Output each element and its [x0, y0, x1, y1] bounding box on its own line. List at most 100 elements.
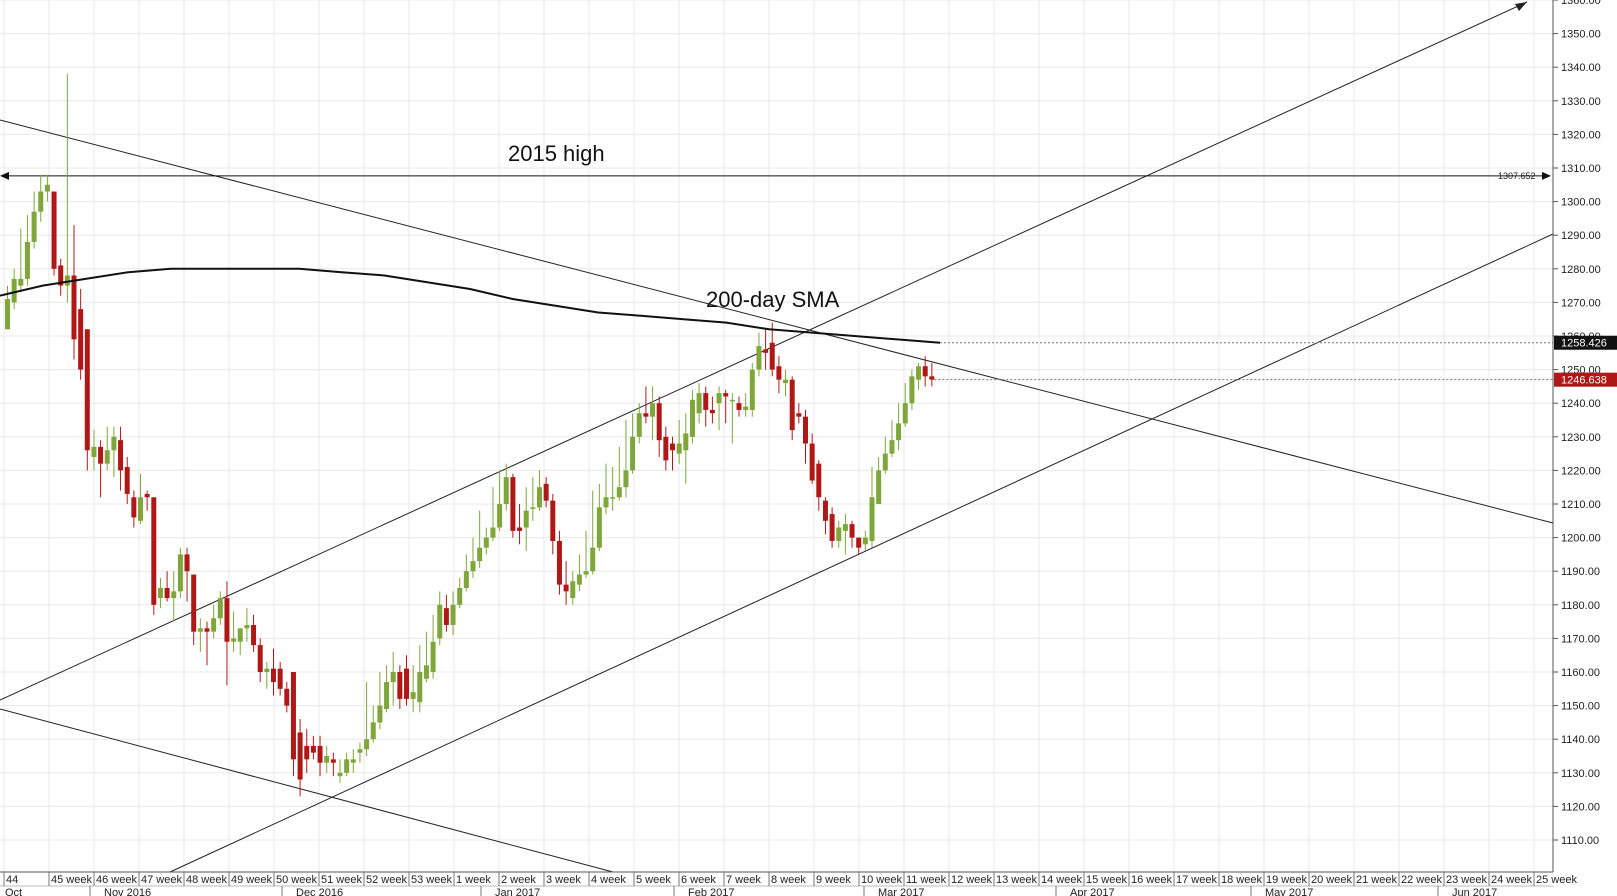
- candle: [477, 510, 483, 568]
- candle-body: [783, 379, 789, 384]
- candle: [98, 440, 104, 498]
- week-label: 21 week: [1356, 874, 1397, 886]
- candle: [670, 436, 675, 471]
- 2015-high-level-line: 1307.652: [0, 171, 1551, 181]
- candle: [696, 383, 702, 424]
- candle: [537, 470, 542, 511]
- arrow-left-icon: [0, 171, 9, 180]
- week-label: 18 week: [1221, 874, 1262, 886]
- candle-body: [517, 527, 523, 531]
- week-label: 12 week: [951, 874, 992, 886]
- candle: [723, 389, 729, 424]
- candle: [277, 661, 283, 696]
- price-value-badge: [1554, 372, 1617, 387]
- candle: [822, 497, 828, 535]
- candle: [58, 258, 64, 296]
- candle: [570, 571, 576, 605]
- candle: [317, 735, 323, 777]
- week-label: 8 week: [771, 874, 806, 886]
- month-label: Jun 2017: [1452, 887, 1497, 896]
- candle-body: [204, 628, 210, 632]
- candle-body: [284, 688, 290, 706]
- sma-value-label: 1258.426: [1561, 338, 1607, 350]
- candle: [716, 386, 722, 431]
- candle-body: [138, 497, 143, 521]
- candle-body: [397, 672, 403, 699]
- candle-body: [862, 537, 868, 545]
- y-tick-label: 1130.00: [1561, 768, 1600, 780]
- candle: [543, 477, 549, 508]
- candle: [144, 490, 150, 511]
- candle: [882, 436, 888, 474]
- candle-body: [916, 366, 922, 380]
- candle: [503, 463, 509, 511]
- candle: [364, 682, 370, 756]
- y-tick-label: 1290.00: [1561, 230, 1601, 242]
- candle-body: [556, 540, 562, 585]
- candle-body: [231, 638, 237, 642]
- candle-body: [257, 645, 263, 672]
- week-label: 2 week: [501, 874, 536, 886]
- week-label: 44: [6, 874, 18, 886]
- candle-body: [769, 342, 775, 370]
- candle-body: [450, 604, 456, 625]
- candle: [803, 409, 808, 464]
- week-label: 50 week: [276, 874, 317, 886]
- y-tick-label: 1310.00: [1561, 163, 1601, 175]
- candle-body: [703, 393, 709, 410]
- candle: [683, 413, 689, 484]
- candle: [131, 490, 137, 528]
- candle-body: [417, 672, 423, 703]
- candle: [789, 376, 795, 441]
- candle: [350, 749, 356, 773]
- month-label: Nov 2016: [104, 887, 151, 896]
- arrow-right-icon: [1542, 171, 1551, 180]
- week-label: 52 week: [366, 874, 407, 886]
- candle: [470, 537, 476, 578]
- y-tick-label: 1340.00: [1561, 62, 1601, 74]
- time-axis: 44 45 week 46 week 47 week 48 week 49 week 50 …: [0, 871, 1577, 896]
- candle-body: [171, 591, 177, 599]
- candle: [204, 621, 210, 666]
- sma-value-badge: [1554, 335, 1617, 350]
- candle: [463, 554, 469, 592]
- week-label: 15 week: [1086, 874, 1127, 886]
- candle-body: [683, 433, 689, 451]
- candle: [177, 547, 183, 599]
- candle: [889, 420, 895, 457]
- y-tick-label: 1270.00: [1561, 297, 1601, 309]
- candle-body: [350, 759, 356, 763]
- candle: [184, 547, 190, 602]
- candle: [264, 661, 270, 689]
- candle-body: [31, 211, 37, 242]
- candle-body: [304, 745, 310, 760]
- candle-body: [849, 524, 855, 538]
- candle: [842, 514, 848, 555]
- gridlines: [0, 0, 1553, 872]
- annotation-200-day-sma: 200-day SMA: [706, 287, 840, 312]
- candle: [809, 433, 815, 484]
- week-label: 46 week: [96, 874, 137, 886]
- lower-rising-channel-line: [169, 233, 1554, 873]
- candle-body: [310, 745, 316, 753]
- candle-body: [822, 500, 828, 521]
- week-label: 16 week: [1131, 874, 1172, 886]
- candle: [51, 191, 57, 276]
- candle-body: [550, 500, 556, 541]
- candle: [816, 460, 822, 511]
- candle-body: [251, 624, 257, 646]
- candle: [849, 520, 855, 548]
- candle-body: [24, 241, 30, 279]
- week-label: 45 week: [51, 874, 92, 886]
- candle-body: [370, 722, 376, 740]
- candle-body: [357, 749, 363, 753]
- candle-body: [596, 507, 602, 548]
- candle: [457, 577, 463, 609]
- candle: [916, 362, 922, 390]
- candle: [756, 332, 762, 377]
- candle-body: [11, 278, 17, 303]
- y-tick-label: 1300.00: [1561, 197, 1601, 209]
- candle: [377, 672, 383, 730]
- candle-body: [244, 624, 250, 629]
- candle-body: [38, 191, 44, 212]
